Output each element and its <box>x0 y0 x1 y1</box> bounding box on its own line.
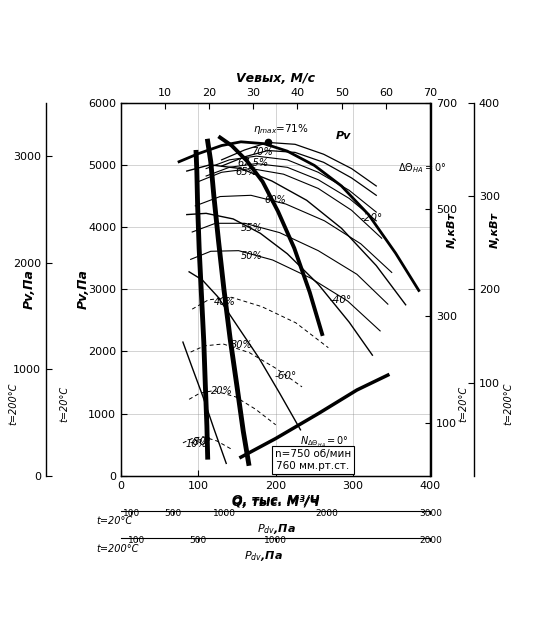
Text: n=750 об/мин
760 мм.рт.ст.: n=750 об/мин 760 мм.рт.ст. <box>275 450 351 471</box>
Text: 2000: 2000 <box>419 537 442 545</box>
Text: -60°: -60° <box>274 371 296 381</box>
Text: Pv,Па: Pv,Па <box>77 269 90 309</box>
Text: t=200°C: t=200°C <box>97 544 139 554</box>
Text: 3000: 3000 <box>419 509 442 518</box>
Text: 60%: 60% <box>264 195 286 205</box>
Text: 55%: 55% <box>241 223 263 233</box>
Text: Q, тыс. М³/Ч: Q, тыс. М³/Ч <box>232 494 320 507</box>
Text: $P_{dv}$,Па: $P_{dv}$,Па <box>244 549 283 563</box>
Text: t=200°C: t=200°C <box>9 383 18 425</box>
Text: Pv,Па: Pv,Па <box>23 269 36 309</box>
Text: $N_{\Delta\Theta_{HA}}=0°$: $N_{\Delta\Theta_{HA}}=0°$ <box>300 435 349 450</box>
Text: $P_{dv}$,Па: $P_{dv}$,Па <box>257 522 295 536</box>
Text: $\eta_{max}$=71%: $\eta_{max}$=71% <box>252 122 308 136</box>
Text: 10%: 10% <box>185 439 207 449</box>
Text: 50%: 50% <box>241 251 263 261</box>
Text: 20%: 20% <box>211 386 232 396</box>
Text: 2000: 2000 <box>316 509 339 518</box>
Text: 100: 100 <box>128 537 145 545</box>
Text: 67,5%: 67,5% <box>237 158 268 168</box>
Text: N,кВт: N,кВт <box>447 212 457 248</box>
Text: t=20°C: t=20°C <box>60 386 69 422</box>
Text: t=20°C: t=20°C <box>97 516 133 526</box>
Text: Pv: Pv <box>336 131 351 141</box>
Text: t=200°C: t=200°C <box>504 383 513 425</box>
Text: 500: 500 <box>190 537 207 545</box>
Text: 100: 100 <box>123 509 140 518</box>
X-axis label: Vевых, М/с: Vевых, М/с <box>236 72 315 85</box>
X-axis label: Q, тыс. М³/Ч: Q, тыс. М³/Ч <box>232 496 320 509</box>
Text: 1000: 1000 <box>213 509 236 518</box>
Text: N,кВт: N,кВт <box>490 212 500 248</box>
Text: 40%: 40% <box>214 297 236 307</box>
Text: -40°: -40° <box>330 295 352 305</box>
Text: 30%: 30% <box>231 340 253 350</box>
Text: t=20°C: t=20°C <box>459 386 469 422</box>
Text: -20°: -20° <box>361 213 383 223</box>
Text: $\Delta\Theta_{HA}=0°$: $\Delta\Theta_{HA}=0°$ <box>398 161 447 175</box>
Text: 65%: 65% <box>236 167 257 177</box>
Text: -80°: -80° <box>189 437 211 447</box>
Text: 70%: 70% <box>251 147 273 157</box>
Text: 1000: 1000 <box>264 537 287 545</box>
Text: 500: 500 <box>164 509 181 518</box>
